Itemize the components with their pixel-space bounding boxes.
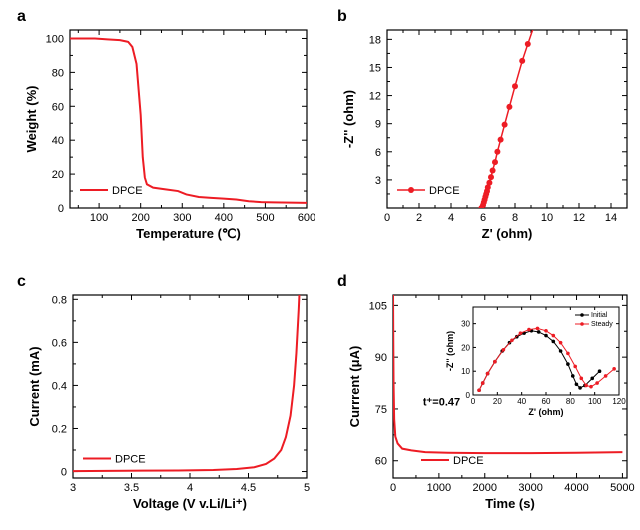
svg-text:12: 12	[573, 212, 585, 224]
svg-text:0.8: 0.8	[52, 294, 67, 306]
svg-text:t⁺=0.47: t⁺=0.47	[423, 396, 460, 408]
svg-text:18: 18	[369, 34, 381, 46]
svg-text:200: 200	[132, 212, 150, 224]
svg-text:0.4: 0.4	[52, 380, 67, 392]
svg-text:30: 30	[461, 320, 470, 329]
svg-text:Current (mA): Current (mA)	[27, 346, 42, 426]
svg-text:Initial: Initial	[591, 312, 608, 319]
svg-text:20: 20	[461, 343, 470, 352]
svg-text:3000: 3000	[518, 482, 542, 494]
svg-text:-Z'' (ohm): -Z'' (ohm)	[445, 331, 455, 371]
svg-text:12: 12	[369, 91, 381, 103]
svg-text:0.6: 0.6	[52, 337, 67, 349]
svg-text:9: 9	[375, 119, 381, 131]
svg-text:60: 60	[375, 456, 387, 468]
svg-text:40: 40	[517, 397, 526, 406]
panel-a: 100 200 300 400 500 600 0 20 40 60 80 100 Temperatur…	[15, 20, 315, 250]
svg-text:4000: 4000	[564, 482, 588, 494]
svg-text:5: 5	[304, 482, 310, 494]
svg-text:300: 300	[173, 212, 191, 224]
svg-text:DPCE: DPCE	[115, 453, 146, 465]
svg-text:75: 75	[375, 404, 387, 416]
svg-text:-Z'' (ohm): -Z'' (ohm)	[341, 90, 356, 148]
svg-text:15: 15	[369, 62, 381, 74]
svg-text:Currrent (μA): Currrent (μA)	[347, 346, 362, 428]
svg-text:20: 20	[52, 169, 64, 181]
svg-text:80: 80	[566, 397, 575, 406]
svg-text:5000: 5000	[610, 482, 634, 494]
svg-text:4.5: 4.5	[241, 482, 256, 494]
svg-text:Voltage (V v.Li/Li⁺): Voltage (V v.Li/Li⁺)	[133, 496, 247, 511]
svg-text:0: 0	[466, 391, 471, 400]
svg-text:20: 20	[493, 397, 502, 406]
svg-text:14: 14	[605, 212, 617, 224]
svg-text:6: 6	[375, 147, 381, 159]
svg-text:120: 120	[612, 397, 626, 406]
svg-text:0: 0	[384, 212, 390, 224]
panel-b: 0 2 4 6 8 10 12 14 3 6 9 12 15 18 Z' (ohm) -Z'' (ohm) DP…	[335, 20, 635, 250]
svg-text:4: 4	[448, 212, 454, 224]
svg-text:0: 0	[390, 482, 396, 494]
svg-text:Weight (%): Weight (%)	[24, 86, 39, 153]
svg-text:Temperature (℃): Temperature (℃)	[136, 226, 241, 241]
svg-text:0.2: 0.2	[52, 423, 67, 435]
svg-text:Steady: Steady	[591, 321, 613, 328]
svg-text:100: 100	[46, 33, 64, 45]
svg-text:10: 10	[461, 367, 470, 376]
svg-text:DPCE: DPCE	[429, 185, 460, 197]
svg-text:6: 6	[480, 212, 486, 224]
svg-text:Z' (ohm): Z' (ohm)	[482, 226, 533, 241]
svg-text:0: 0	[58, 203, 64, 215]
svg-text:3: 3	[375, 175, 381, 187]
svg-text:3: 3	[70, 482, 76, 494]
svg-text:400: 400	[215, 212, 233, 224]
svg-text:Time (s): Time (s)	[485, 496, 535, 511]
svg-text:0: 0	[61, 467, 67, 479]
svg-text:80: 80	[52, 67, 64, 79]
panel-d: 010002000300040005000607590105Time (s)Cu…	[335, 285, 635, 520]
svg-text:100: 100	[588, 397, 602, 406]
svg-text:8: 8	[512, 212, 518, 224]
svg-text:60: 60	[52, 101, 64, 113]
svg-text:40: 40	[52, 135, 64, 147]
svg-text:105: 105	[369, 300, 387, 312]
svg-text:Z' (ohm): Z' (ohm)	[528, 407, 563, 417]
svg-text:3.5: 3.5	[124, 482, 139, 494]
svg-text:90: 90	[375, 352, 387, 364]
svg-text:2000: 2000	[473, 482, 497, 494]
svg-text:60: 60	[542, 397, 551, 406]
svg-text:2: 2	[416, 212, 422, 224]
panel-c: 3 3.5 4 4.5 5 0 0.2 0.4 0.6 0.8 Voltage (V v.Li/Li…	[15, 285, 315, 520]
svg-text:4: 4	[187, 482, 193, 494]
svg-text:500: 500	[256, 212, 274, 224]
svg-text:10: 10	[541, 212, 553, 224]
svg-text:0: 0	[471, 397, 476, 406]
figure-container: a 100200300400500600020406080100Temperat…	[0, 0, 640, 530]
svg-text:1000: 1000	[427, 482, 451, 494]
svg-text:100: 100	[90, 212, 108, 224]
svg-text:DPCE: DPCE	[112, 185, 143, 197]
svg-text:600: 600	[298, 212, 315, 224]
svg-text:DPCE: DPCE	[453, 455, 484, 467]
